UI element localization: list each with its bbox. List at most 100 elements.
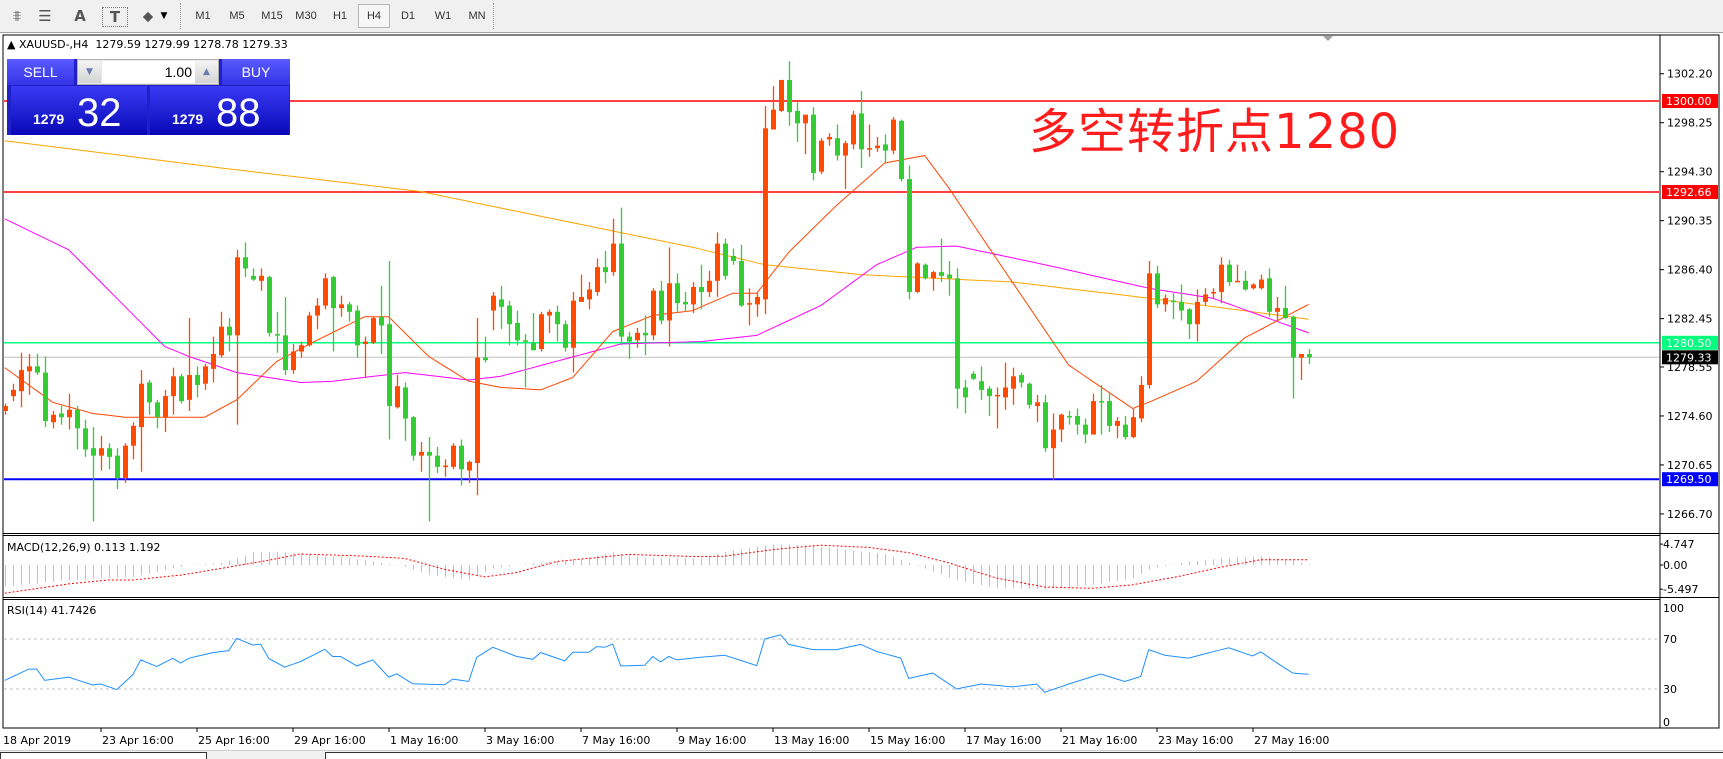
candle[interactable] <box>699 264 704 310</box>
candle[interactable] <box>1003 362 1008 410</box>
candle[interactable] <box>1099 384 1104 435</box>
candle[interactable] <box>619 207 624 346</box>
timeframe-m5[interactable]: M5 <box>229 10 245 22</box>
candle[interactable] <box>1091 393 1096 435</box>
sell-button[interactable]: SELL <box>7 59 74 85</box>
candle[interactable] <box>667 247 672 347</box>
candle[interactable] <box>35 353 40 376</box>
candle[interactable] <box>1067 411 1072 425</box>
fibonacci-fan-icon[interactable]: ☰ <box>38 7 52 25</box>
candle[interactable] <box>1027 382 1032 409</box>
candle[interactable] <box>835 124 840 161</box>
candle[interactable] <box>331 275 336 352</box>
candle[interactable] <box>91 427 96 522</box>
candle[interactable] <box>443 459 448 477</box>
timeframe-m15[interactable]: M15 <box>261 10 283 22</box>
timeframe-m30[interactable]: M30 <box>295 10 317 22</box>
candle[interactable] <box>1147 260 1152 389</box>
candle[interactable] <box>27 353 32 395</box>
candle[interactable] <box>1171 293 1176 320</box>
candle[interactable] <box>827 133 832 146</box>
candle[interactable] <box>1219 257 1224 304</box>
candle[interactable] <box>171 367 176 415</box>
candle[interactable] <box>899 119 904 182</box>
candle[interactable] <box>763 105 768 315</box>
candle[interactable] <box>467 460 472 483</box>
candle[interactable] <box>379 285 384 354</box>
candle[interactable] <box>251 268 256 281</box>
candle[interactable] <box>499 285 504 330</box>
candle[interactable] <box>507 300 512 346</box>
candle[interactable] <box>1019 372 1024 388</box>
candle[interactable] <box>235 249 240 425</box>
candle[interactable] <box>195 366 200 398</box>
candle[interactable] <box>299 341 304 358</box>
candle[interactable] <box>603 251 608 284</box>
candle[interactable] <box>51 411 56 429</box>
candle[interactable] <box>291 344 296 374</box>
candle[interactable] <box>555 305 560 342</box>
candle[interactable] <box>403 382 408 441</box>
candle[interactable] <box>971 371 976 380</box>
candle[interactable] <box>1243 270 1248 291</box>
candle[interactable] <box>627 331 632 359</box>
candle[interactable] <box>219 311 224 358</box>
candle[interactable] <box>107 443 112 470</box>
chart-annotation-text[interactable]: 多空转折点1280 <box>1029 104 1401 160</box>
timeframe-mn[interactable]: MN <box>468 10 486 22</box>
timeframe-h1[interactable]: H1 <box>332 10 348 22</box>
timeframe-m1[interactable]: M1 <box>195 10 211 22</box>
candle[interactable] <box>1083 418 1088 444</box>
candle[interactable] <box>1267 268 1272 317</box>
candle[interactable] <box>315 298 320 330</box>
candle[interactable] <box>19 352 24 408</box>
candle[interactable] <box>851 110 856 150</box>
chart-tab[interactable] <box>325 752 1723 759</box>
candle[interactable] <box>203 363 208 390</box>
candle[interactable] <box>347 301 352 322</box>
collapse-triangle-icon[interactable]: ▲ <box>7 38 19 51</box>
candle[interactable] <box>731 248 736 265</box>
candle[interactable] <box>947 260 952 296</box>
candle[interactable] <box>659 280 664 325</box>
candle[interactable] <box>587 282 592 310</box>
candle[interactable] <box>147 380 152 415</box>
candle[interactable] <box>11 383 16 402</box>
candle[interactable] <box>1187 308 1192 340</box>
timeframe-d1[interactable]: D1 <box>400 10 416 22</box>
candle[interactable] <box>859 91 864 168</box>
candle[interactable] <box>1251 283 1256 290</box>
chart-shift-marker-icon[interactable] <box>1323 36 1333 41</box>
candle[interactable] <box>259 268 264 291</box>
candle[interactable] <box>459 439 464 486</box>
candle[interactable] <box>723 238 728 280</box>
candle[interactable] <box>275 311 280 353</box>
candle[interactable] <box>131 422 136 460</box>
candle[interactable] <box>739 244 744 307</box>
candle[interactable] <box>755 293 760 317</box>
candle[interactable] <box>531 313 536 351</box>
candle[interactable] <box>771 86 776 130</box>
candle[interactable] <box>1275 296 1280 321</box>
candle[interactable] <box>243 242 248 278</box>
candle[interactable] <box>3 403 8 415</box>
candle[interactable] <box>1107 393 1112 433</box>
candle[interactable] <box>387 260 392 440</box>
candle[interactable] <box>651 288 656 341</box>
candle[interactable] <box>803 114 808 155</box>
candle[interactable] <box>923 263 928 280</box>
chart-tab[interactable] <box>0 752 207 759</box>
candle[interactable] <box>267 275 272 337</box>
candle[interactable] <box>75 406 80 450</box>
elliott-wave-icon[interactable]: ⩨ <box>12 7 22 25</box>
timeframe-w1[interactable]: W1 <box>434 10 452 22</box>
candle[interactable] <box>227 318 232 352</box>
candle[interactable] <box>1291 315 1296 399</box>
candle[interactable] <box>875 136 880 152</box>
candle[interactable] <box>491 291 496 331</box>
candle[interactable] <box>979 366 984 400</box>
candle[interactable] <box>1059 413 1064 442</box>
candle[interactable] <box>1179 284 1184 321</box>
candle[interactable] <box>123 443 128 483</box>
